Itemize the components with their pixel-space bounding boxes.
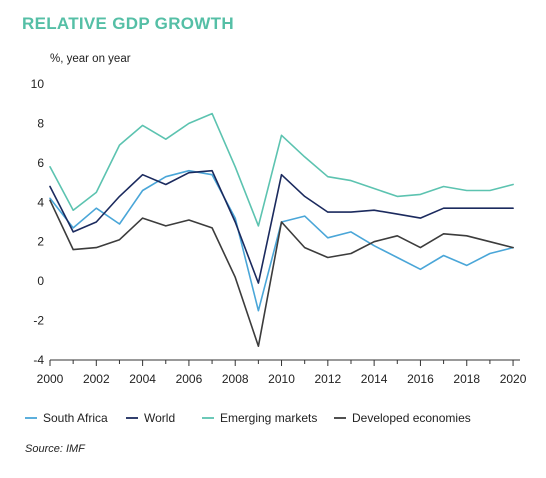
series-line-south-africa — [49, 169, 514, 312]
series-line-developed-economies — [49, 199, 514, 348]
x-tick-label: 2008 — [222, 372, 249, 386]
legend-label: South Africa — [43, 411, 108, 425]
y-tick-label: -4 — [33, 353, 44, 367]
x-tick-label: 2018 — [453, 372, 480, 386]
y-tick-label: 6 — [37, 156, 44, 170]
x-tick-label: 2020 — [500, 372, 527, 386]
source-note: Source: IMF — [25, 443, 85, 455]
x-tick-label: 2014 — [361, 372, 388, 386]
x-tick-label: 2016 — [407, 372, 434, 386]
x-tick-label: 2012 — [314, 372, 341, 386]
legend: South Africa World Emerging markets Develop… — [25, 411, 471, 425]
y-tick-label: 10 — [31, 77, 45, 91]
y-tick-label: 8 — [37, 116, 44, 130]
y-axis-label: %, year on year — [50, 53, 131, 65]
series-line-emerging-markets — [49, 112, 514, 227]
series-line-world — [49, 169, 514, 284]
series-lines — [49, 112, 514, 348]
x-tick-label: 2002 — [83, 372, 110, 386]
x-tick-label: 2000 — [37, 372, 64, 386]
chart-title: RELATIVE GDP GROWTH — [22, 14, 234, 33]
x-tick-label: 2004 — [129, 372, 156, 386]
y-tick-label: 0 — [37, 274, 44, 288]
legend-label: Developed economies — [352, 411, 471, 425]
legend-label: Emerging markets — [220, 411, 317, 425]
x-tick-label: 2010 — [268, 372, 295, 386]
y-tick-label: 2 — [37, 235, 44, 249]
x-tick-label: 2006 — [176, 372, 203, 386]
legend-label: World — [144, 411, 175, 425]
y-tick-label: 4 — [37, 195, 44, 209]
axes: -4 -2 0 2 4 6 8 10 2000 2002 2004 2006 2008 2010 2012 2… — [31, 77, 527, 386]
y-tick-label: -2 — [33, 314, 44, 328]
